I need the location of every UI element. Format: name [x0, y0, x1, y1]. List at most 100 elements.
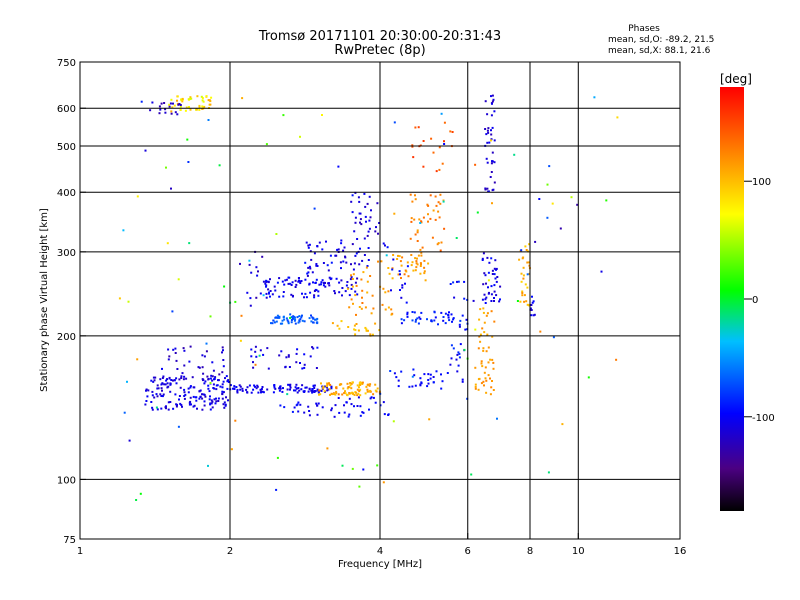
colorbar-tick-label: 0 — [752, 295, 758, 306]
data-point — [393, 372, 396, 375]
data-point — [297, 401, 300, 404]
data-point — [480, 382, 483, 385]
data-point — [209, 403, 212, 406]
data-point — [522, 277, 525, 280]
data-point — [493, 161, 496, 164]
data-point — [359, 218, 362, 221]
data-point — [360, 223, 363, 226]
colorbar — [720, 87, 744, 511]
data-point — [268, 291, 270, 294]
data-point — [453, 296, 456, 299]
data-point — [347, 326, 350, 328]
data-point — [437, 201, 440, 204]
data-point — [201, 366, 204, 369]
data-point — [307, 244, 310, 247]
data-point — [189, 108, 192, 111]
data-point — [169, 102, 172, 105]
data-point — [366, 202, 369, 205]
data-point — [349, 382, 352, 384]
data-point — [520, 249, 523, 252]
data-point — [320, 389, 323, 392]
data-point — [221, 390, 224, 393]
data-point — [427, 262, 430, 265]
data-point — [345, 261, 348, 264]
data-point — [213, 377, 216, 380]
data-point — [140, 100, 143, 103]
data-point — [525, 300, 528, 303]
data-point — [400, 322, 403, 325]
data-point — [209, 395, 211, 398]
data-point — [385, 254, 388, 257]
data-point — [310, 258, 313, 261]
data-point — [350, 298, 353, 301]
data-point — [329, 383, 332, 386]
data-point — [239, 388, 242, 391]
data-point — [207, 387, 210, 390]
data-point — [443, 121, 446, 124]
data-point — [432, 209, 435, 212]
data-point — [518, 258, 521, 261]
data-point — [301, 314, 303, 317]
data-point — [262, 353, 265, 356]
data-point — [401, 256, 404, 259]
data-point — [415, 260, 418, 263]
data-point — [145, 400, 148, 402]
data-point — [250, 355, 253, 358]
data-point — [310, 389, 313, 392]
data-point — [438, 216, 441, 219]
data-point — [393, 212, 396, 215]
data-point — [259, 388, 262, 391]
data-point — [274, 387, 277, 390]
data-point — [370, 312, 373, 315]
data-point — [204, 380, 207, 383]
colorbar-tick-label: 100 — [752, 177, 771, 188]
data-point — [313, 252, 316, 255]
data-point — [135, 499, 138, 501]
data-point — [123, 411, 126, 414]
data-point — [246, 291, 249, 294]
data-point — [485, 391, 488, 394]
data-point — [347, 415, 350, 418]
data-point — [478, 335, 481, 338]
data-point — [452, 347, 455, 350]
data-point — [265, 280, 268, 283]
data-point — [314, 288, 317, 291]
data-point — [272, 391, 275, 394]
data-point — [262, 391, 265, 394]
data-point — [524, 283, 527, 286]
data-point — [354, 191, 357, 194]
data-point — [481, 327, 484, 330]
stats-x: mean, sd,X: 88.1, 21.6 — [608, 46, 711, 56]
data-point — [267, 288, 270, 291]
data-point — [147, 389, 150, 392]
data-point — [522, 266, 525, 269]
data-point — [322, 387, 325, 390]
data-point — [485, 350, 488, 353]
data-point — [266, 388, 269, 391]
data-point — [269, 278, 271, 281]
data-point — [271, 322, 274, 325]
data-point — [289, 282, 292, 285]
data-point — [435, 204, 438, 207]
data-point — [177, 278, 180, 281]
data-point — [516, 300, 519, 302]
data-point — [615, 358, 618, 361]
data-point — [191, 376, 194, 379]
data-point — [183, 364, 186, 367]
data-point — [367, 247, 370, 249]
data-point — [177, 425, 180, 428]
data-point — [321, 248, 324, 251]
data-point — [411, 261, 414, 264]
data-point — [155, 406, 158, 409]
data-point — [336, 248, 339, 251]
data-point — [239, 385, 242, 388]
data-point — [151, 406, 154, 409]
data-point — [416, 229, 419, 232]
data-point — [291, 410, 294, 413]
data-point — [202, 100, 205, 103]
data-point — [285, 356, 288, 359]
data-point — [340, 383, 343, 386]
data-point — [490, 133, 493, 136]
data-point — [484, 188, 487, 191]
data-point — [273, 285, 276, 288]
